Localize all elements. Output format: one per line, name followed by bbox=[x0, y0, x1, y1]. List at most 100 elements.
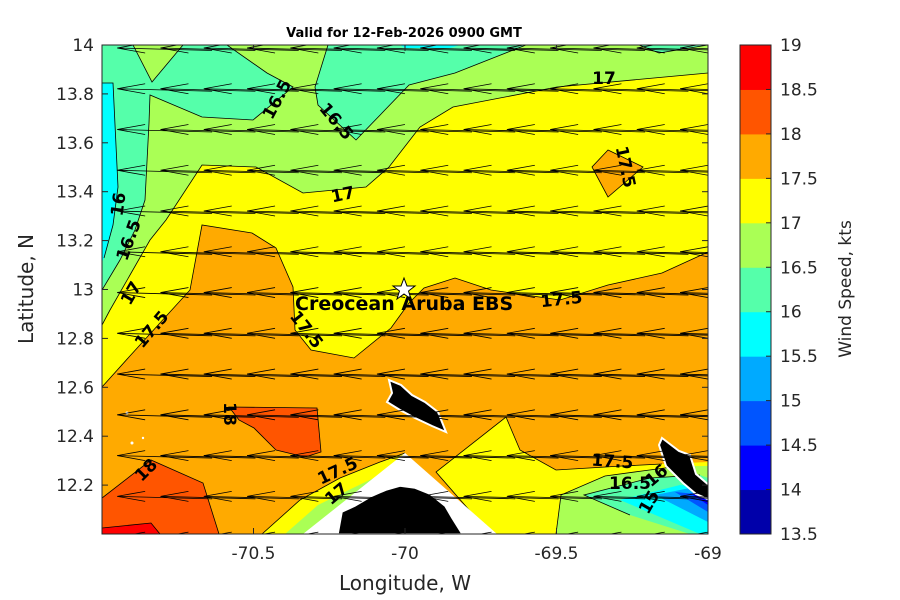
wind-arrow bbox=[160, 164, 256, 176]
wind-arrow bbox=[550, 124, 646, 135]
wind-arrow bbox=[636, 368, 708, 380]
wind-arrow bbox=[636, 83, 708, 95]
contour-region-16-16.5 bbox=[102, 45, 293, 290]
wind-arrow bbox=[593, 164, 689, 176]
wind-arrow bbox=[290, 327, 386, 339]
wind-arrow bbox=[117, 287, 213, 298]
wind-arrow bbox=[679, 450, 708, 461]
wind-arrow bbox=[478, 531, 492, 534]
contour-label: 17 bbox=[329, 183, 356, 207]
aruba-island bbox=[385, 378, 448, 434]
wind-arrow bbox=[636, 124, 708, 135]
wind-arrow bbox=[246, 287, 343, 298]
wind-arrow bbox=[333, 287, 429, 298]
wind-arrow bbox=[463, 368, 559, 380]
wind-arrow bbox=[679, 246, 708, 258]
contour-fill bbox=[102, 45, 708, 534]
wind-arrow bbox=[333, 327, 429, 339]
wind-arrow bbox=[679, 368, 708, 380]
colorbar-swatch bbox=[740, 445, 771, 491]
star-icon bbox=[391, 276, 417, 301]
wind-arrow bbox=[132, 531, 146, 534]
wind-arrow bbox=[593, 205, 689, 217]
colorbar-tick-label: 14.5 bbox=[780, 436, 818, 456]
colorbar-tick-label: 19 bbox=[780, 36, 802, 56]
x-tick-label: -70.5 bbox=[232, 544, 276, 564]
wind-arrow bbox=[593, 83, 689, 95]
y-tick-label: 13.8 bbox=[56, 85, 94, 105]
wind-arrow bbox=[420, 368, 516, 380]
wind-arrow bbox=[246, 205, 343, 217]
wind-arrow bbox=[521, 531, 535, 534]
y-tick-label: 13.6 bbox=[56, 134, 94, 154]
colorbar-swatch bbox=[740, 222, 771, 268]
wind-arrow bbox=[290, 368, 386, 380]
wind-arrow bbox=[290, 490, 386, 502]
wind-arrow bbox=[506, 368, 602, 380]
wind-arrow bbox=[593, 246, 689, 258]
wind-arrow bbox=[203, 287, 299, 298]
wind-arrow bbox=[218, 531, 232, 534]
colorbar-label: Wind Speed, kts bbox=[836, 220, 856, 358]
wind-arrow bbox=[203, 368, 299, 380]
wind-arrow bbox=[246, 368, 343, 380]
wind-arrow bbox=[160, 409, 256, 421]
wind-arrow bbox=[506, 409, 602, 421]
contour-label: 17.5 bbox=[540, 288, 584, 312]
colorbar-frame bbox=[739, 44, 772, 535]
wind-arrow bbox=[246, 83, 343, 95]
wind-arrow bbox=[506, 205, 602, 217]
wind-arrow bbox=[506, 164, 602, 176]
wind-arrow bbox=[636, 327, 708, 339]
contour-label: 16.5 bbox=[609, 474, 651, 494]
x-tick-label: -69 bbox=[694, 544, 722, 564]
wind-arrow bbox=[160, 205, 256, 217]
wind-arrow bbox=[392, 531, 406, 534]
wind-arrow bbox=[593, 450, 689, 461]
y-tick-label: 12.4 bbox=[56, 427, 94, 447]
wind-arrow bbox=[290, 287, 386, 298]
wind-arrow bbox=[333, 409, 429, 421]
x-tick-label: -69.5 bbox=[535, 544, 579, 564]
wind-arrow bbox=[376, 450, 472, 461]
colorbar-swatch bbox=[740, 400, 771, 446]
wind-arrow bbox=[246, 124, 343, 135]
wind-arrow bbox=[463, 246, 559, 258]
station-label: Creocean Aruba EBS bbox=[295, 293, 513, 315]
colorbar-tick-label: 18.5 bbox=[780, 80, 818, 100]
wind-arrow bbox=[550, 83, 646, 95]
wind-arrow bbox=[376, 205, 472, 217]
wind-arrow bbox=[333, 490, 429, 502]
wind-arrow bbox=[463, 164, 559, 176]
wind-arrow bbox=[376, 124, 472, 135]
wind-arrow bbox=[550, 368, 646, 380]
wind-arrow bbox=[175, 531, 189, 534]
wind-arrow bbox=[376, 490, 472, 502]
wind-arrow bbox=[679, 409, 708, 421]
wind-arrow bbox=[636, 205, 708, 217]
wind-arrow bbox=[506, 287, 602, 298]
wind-arrow bbox=[679, 164, 708, 176]
wind-arrow bbox=[246, 164, 343, 176]
wind-arrow bbox=[333, 83, 429, 95]
contour-region-17.5-18 bbox=[592, 150, 643, 197]
contour-region-18-18.5 bbox=[102, 460, 219, 534]
wind-arrow bbox=[463, 205, 559, 217]
colorbar: 19 18.5 18 17.5 17 16.5 16 15.5 15 14.5 14 13.5 bbox=[739, 36, 818, 545]
wind-arrow bbox=[550, 490, 646, 502]
colorbar-swatch bbox=[740, 267, 771, 313]
wind-arrow bbox=[333, 450, 429, 461]
wind-arrow bbox=[333, 246, 429, 258]
wind-arrow bbox=[117, 205, 213, 217]
colorbar-tick-label: 16.5 bbox=[780, 258, 818, 278]
wind-arrow bbox=[203, 164, 299, 176]
wind-arrow bbox=[420, 164, 516, 176]
wind-arrow bbox=[333, 124, 429, 135]
y-axis-label: Latitude, N bbox=[14, 234, 38, 344]
wind-arrow bbox=[550, 450, 646, 461]
wind-arrow bbox=[246, 490, 343, 502]
wind-arrow bbox=[463, 450, 559, 461]
wind-arrow bbox=[463, 409, 559, 421]
wind-arrow bbox=[290, 409, 386, 421]
